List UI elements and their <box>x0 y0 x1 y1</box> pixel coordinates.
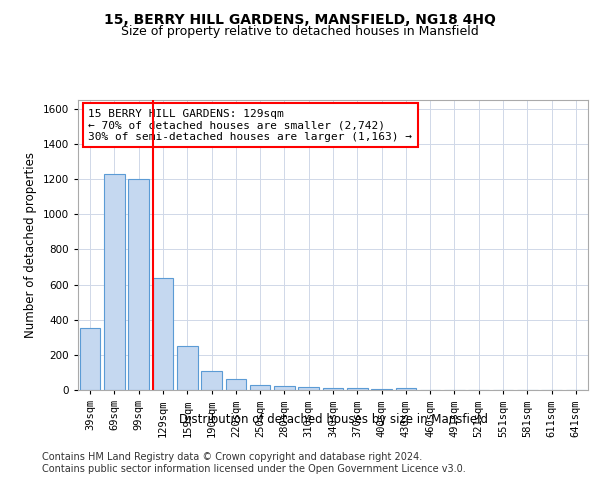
Text: Contains HM Land Registry data © Crown copyright and database right 2024.
Contai: Contains HM Land Registry data © Crown c… <box>42 452 466 474</box>
Bar <box>152 278 173 390</box>
Text: 15 BERRY HILL GARDENS: 129sqm
← 70% of detached houses are smaller (2,742)
30% o: 15 BERRY HILL GARDENS: 129sqm ← 70% of d… <box>88 108 412 142</box>
Bar <box>104 174 125 390</box>
Text: 15, BERRY HILL GARDENS, MANSFIELD, NG18 4HQ: 15, BERRY HILL GARDENS, MANSFIELD, NG18 … <box>104 12 496 26</box>
Bar <box>201 370 222 390</box>
Y-axis label: Number of detached properties: Number of detached properties <box>24 152 37 338</box>
Bar <box>371 389 392 390</box>
Bar <box>177 346 197 390</box>
Bar <box>274 386 295 390</box>
Bar <box>128 179 149 390</box>
Bar <box>250 384 271 390</box>
Bar <box>80 328 100 390</box>
Text: Size of property relative to detached houses in Mansfield: Size of property relative to detached ho… <box>121 25 479 38</box>
Bar <box>298 388 319 390</box>
Text: Distribution of detached houses by size in Mansfield: Distribution of detached houses by size … <box>179 412 488 426</box>
Bar <box>226 378 246 390</box>
Bar <box>347 388 368 390</box>
Bar <box>323 388 343 390</box>
Bar <box>395 388 416 390</box>
